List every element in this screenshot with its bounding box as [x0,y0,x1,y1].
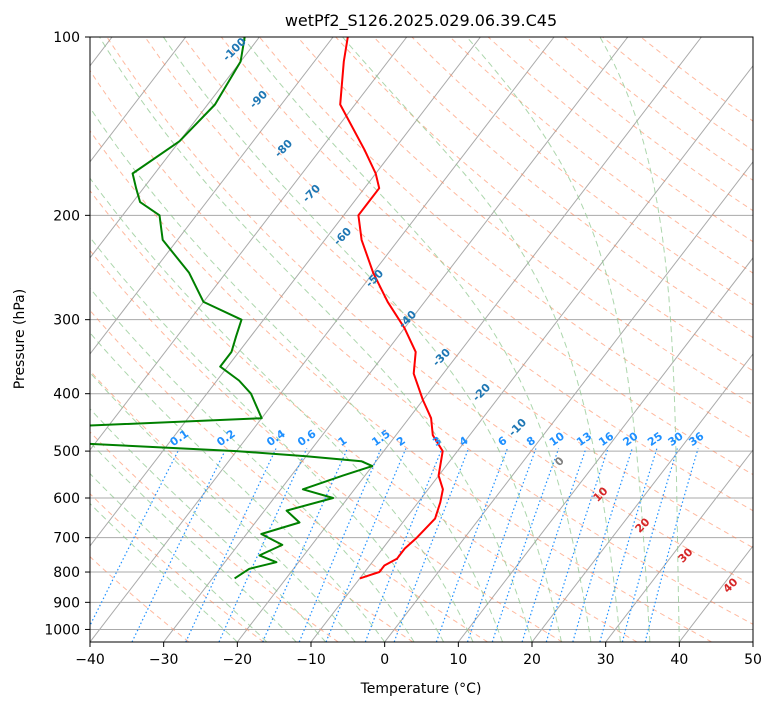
y-tick-label-7: 800 [53,565,80,581]
moist-adiabat-20 [99,37,533,642]
isotherm-30 [605,449,753,642]
dry-adiabat-20 [90,249,563,642]
isotherm--60 [90,37,408,451]
x-tick-label-5: 10 [449,652,467,668]
y-tick-label-1: 200 [53,208,80,224]
y-tick-label-9: 1000 [44,622,80,638]
dry-adiabat--30 [90,556,190,642]
mixing-ratio-line-13 [545,448,609,642]
plot-frame [89,36,754,643]
mixing-ratio-line-16 [621,448,678,642]
mixing-ratio-line-2 [185,448,277,642]
x-tick-label-3: −10 [296,652,326,668]
y-axis: 100 200 300 400 500 600 700 800 900 1000 [44,30,90,638]
chart-title: wetPf2_S126.2025.029.06.39.C45 [285,11,557,31]
moist-adiabat-8 [90,236,445,642]
mixing-ratio-line-7 [364,448,443,642]
dry-adiabat-80 [182,37,753,512]
isotherm-20 [531,353,753,642]
x-tick-label-1: −30 [149,652,179,668]
y-tick-label-2: 300 [53,313,80,329]
isotherm--20 [236,37,702,642]
isotherm--50 [90,37,481,547]
dry-adiabat-40 [90,130,712,642]
moist-adiabat-40 [599,37,680,642]
moist-adiabat-4 [90,287,415,642]
x-tick-label-4: 0 [380,652,389,668]
mixing-ratio-line-10 [466,448,537,642]
y-tick-label-0: 100 [53,30,80,46]
x-tick-label-6: 20 [523,652,541,668]
plot-area [90,37,753,642]
isotherm--90 [90,37,187,163]
dry-adiabat-10 [90,309,488,642]
dry-adiabat-120 [335,37,753,372]
dry-adiabat-130 [373,37,753,339]
series-line-0 [339,37,444,580]
x-axis: −40 −30 −20 −10 0 10 20 30 40 50 [75,642,762,668]
isotherm--40 [90,37,555,642]
mixing-ratio-line-17 [644,448,699,642]
isotherm--70 [90,37,334,355]
x-tick-label-7: 30 [597,652,615,668]
series-line-1 [90,37,374,580]
y-tick-label-5: 600 [53,491,80,507]
dry-adiabat-30 [90,189,638,642]
moist-adiabat-36 [466,37,651,642]
y-tick-label-8: 900 [53,595,80,611]
y-tick-label-3: 400 [53,387,80,403]
isotherm-0 [384,161,753,642]
isotherm--30 [163,37,629,642]
mixing-ratio-line-12 [521,448,587,642]
moist-adiabat-12 [90,177,474,642]
moist-adiabat-16 [90,106,503,642]
mixing-ratio-line-15 [599,448,658,642]
x-axis-label: Temperature (°C) [360,681,482,697]
moist-adiabat--4 [90,371,356,642]
profile-lines [90,37,444,580]
dry-adiabat-60 [106,37,753,587]
dry-adiabat--10 [90,431,339,642]
y-tick-label-6: 700 [53,531,80,547]
x-tick-label-9: 50 [744,652,762,668]
x-tick-label-2: −20 [223,652,253,668]
mixing-ratio-line-14 [572,448,633,642]
moist-adiabat-24 [162,37,562,642]
mixing-ratio-line-0 [90,448,180,627]
x-tick-label-0: −40 [75,652,105,668]
moist-adiabat-32 [342,37,621,642]
moist-adiabat-28 [242,37,592,642]
y-axis-label: Pressure (hPa) [12,289,28,389]
y-tick-label-4: 500 [53,444,80,460]
mixing-ratio-line-6 [325,448,407,642]
dry-adiabat-100 [259,37,753,440]
moist-adiabat--8 [90,408,327,642]
mixing-ratio-line-11 [491,448,560,642]
dry-adiabat-70 [144,37,753,549]
isotherm-10 [457,257,753,642]
moist-adiabat-0 [90,332,386,642]
mixing-ratio-line-8 [393,448,470,642]
background-lines [90,37,753,642]
mixing-ratio-line-9 [435,448,508,642]
x-tick-label-8: 40 [670,652,688,668]
